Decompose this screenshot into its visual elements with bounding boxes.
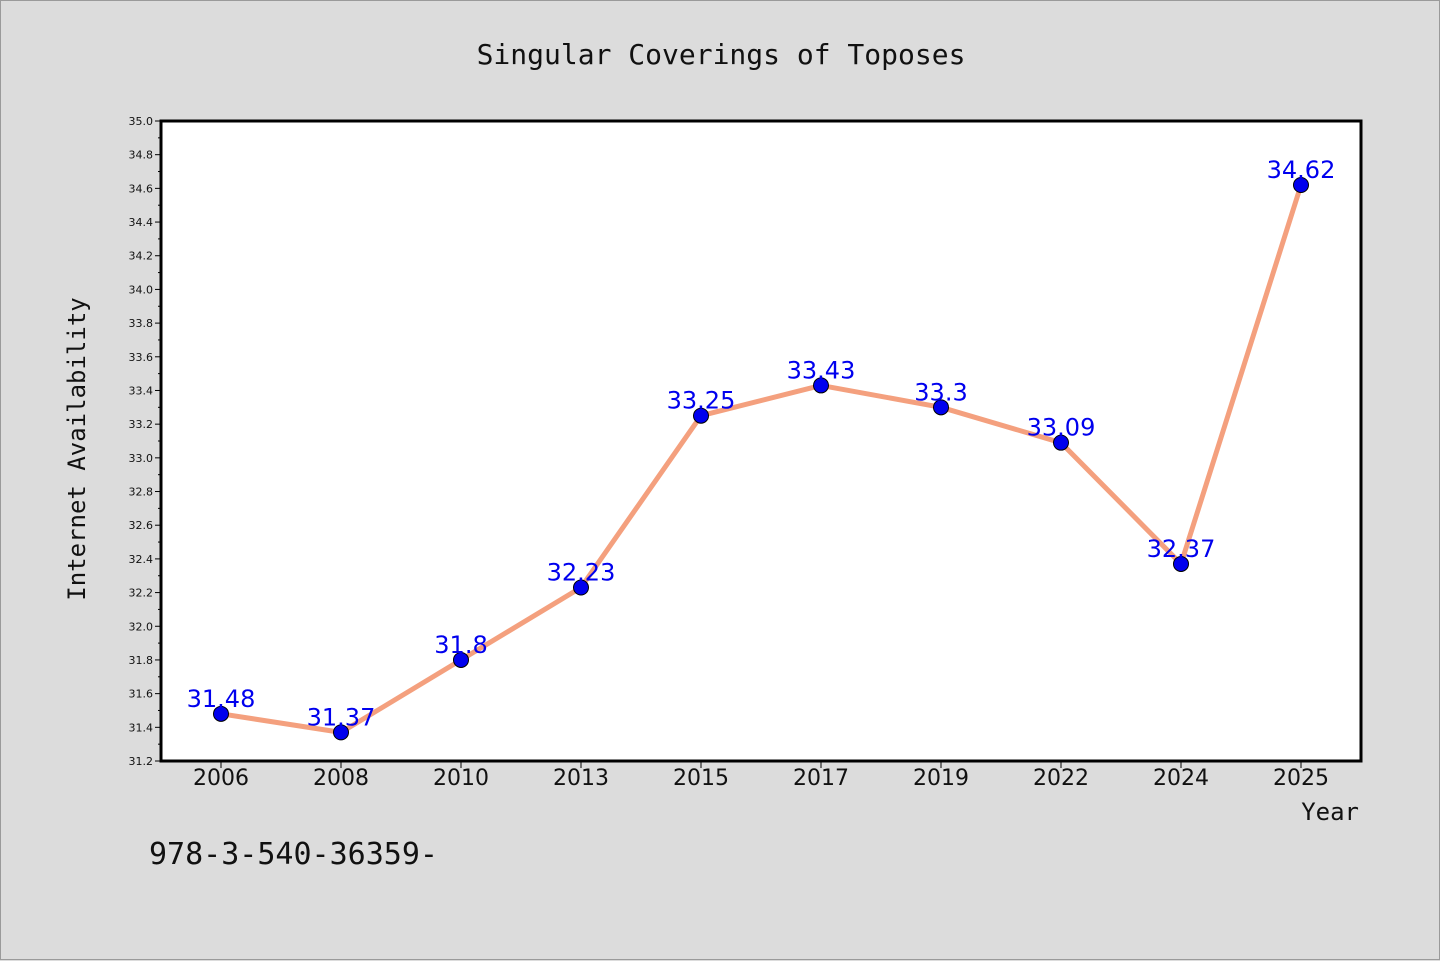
- x-tick-label: 2006: [193, 766, 249, 791]
- x-axis-label: Year: [1301, 798, 1359, 826]
- data-label: 31.8: [434, 631, 487, 659]
- data-point-marker: [213, 705, 229, 722]
- y-tick-label: 35.0: [129, 115, 154, 128]
- data-label: 32.37: [1147, 535, 1216, 563]
- y-tick-label: 33.4: [129, 384, 154, 397]
- y-tick-label: 31.6: [129, 688, 154, 701]
- y-tick-label: 34.4: [129, 216, 154, 229]
- y-tick-label: 32.4: [129, 553, 154, 566]
- y-axis: 31.2 31.4 31.6 31.8 32.0 32.2 32.4 32.6 32.8 33.0…: [129, 115, 161, 768]
- y-tick-label: 34.8: [129, 149, 154, 162]
- chart-title: Singular Coverings of Toposes: [477, 38, 966, 71]
- y-axis-label: Internet Availability: [63, 297, 91, 600]
- x-tick-label: 2019: [913, 766, 969, 791]
- x-tick-label: 2013: [553, 766, 609, 791]
- isbn-annotation: 978-3-540-36359-: [149, 837, 438, 872]
- y-tick-label: 34.0: [129, 283, 154, 296]
- y-tick-label: 31.4: [129, 721, 154, 734]
- series-line-group: [218, 182, 1304, 735]
- x-tick-label: 2025: [1273, 766, 1329, 791]
- x-tick-label: 2015: [673, 766, 729, 791]
- y-tick-label: 33.0: [129, 452, 154, 465]
- y-tick-label: 34.6: [129, 182, 154, 195]
- y-tick-label: 33.8: [129, 317, 154, 330]
- x-tick-label: 2024: [1153, 766, 1209, 791]
- y-tick-label: 31.8: [129, 654, 154, 667]
- data-point-marker: [1293, 177, 1309, 193]
- data-point-marker: [1173, 555, 1189, 572]
- x-tick-label: 2010: [433, 766, 489, 791]
- marker-group: [213, 177, 1309, 741]
- y-tick-label: 32.6: [129, 519, 154, 532]
- y-tick-label: 33.6: [129, 351, 154, 364]
- data-label: 34.62: [1267, 156, 1336, 184]
- data-point-marker: [573, 579, 589, 596]
- data-point-marker: [693, 407, 709, 424]
- data-label: 31.37: [307, 703, 376, 731]
- data-label: 33.25: [667, 387, 736, 415]
- y-tick-label: 33.2: [129, 418, 154, 431]
- data-label: 32.23: [547, 559, 616, 587]
- data-label: 33.3: [914, 378, 967, 406]
- data-label: 33.09: [1027, 414, 1096, 442]
- data-label-group: 31.48 31.37 31.8 32.23 33.25 33.43 33.3 33.09 32…: [187, 156, 1336, 731]
- y-tick-label: 34.2: [129, 250, 154, 263]
- y-tick-label: 32.0: [129, 620, 154, 633]
- plot-area: [159, 119, 1363, 763]
- y-tick-label: 32.8: [129, 486, 154, 499]
- data-label: 31.48: [187, 685, 256, 713]
- data-point-marker: [333, 724, 349, 741]
- series-line: [218, 182, 1304, 735]
- x-tick-label: 2017: [793, 766, 849, 791]
- y-tick-label: 32.2: [129, 587, 154, 600]
- x-tick-label: 2022: [1033, 766, 1089, 791]
- data-point-marker: [453, 651, 469, 668]
- x-axis: 2006 2008 2010 2013 2015 2017 2019 2022 2024 2025: [193, 761, 1329, 791]
- x-tick-label: 2008: [313, 766, 369, 791]
- data-point-marker: [1053, 434, 1069, 451]
- y-tick-label: 31.2: [129, 755, 154, 768]
- data-label: 33.43: [787, 356, 856, 384]
- data-point-marker: [933, 399, 949, 416]
- data-point-marker: [813, 377, 829, 394]
